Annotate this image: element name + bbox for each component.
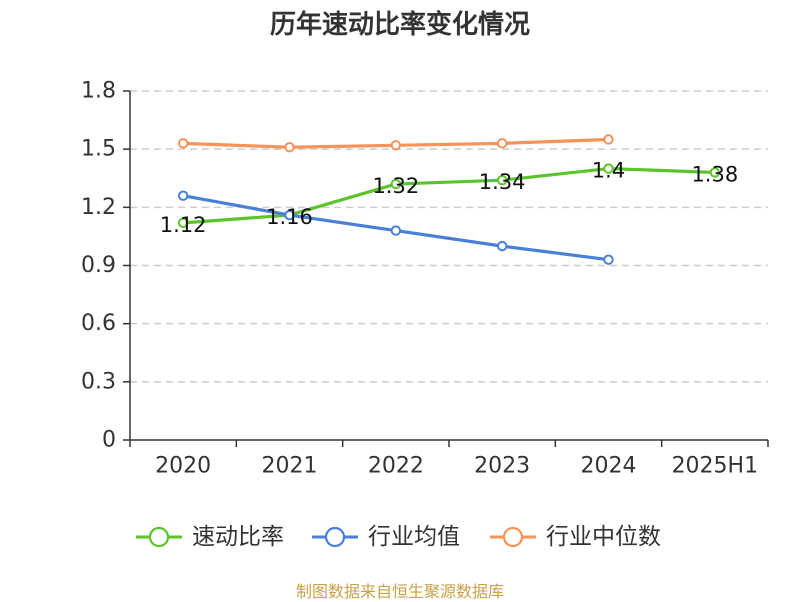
- legend-item-2[interactable]: 行业中位数: [490, 524, 661, 550]
- y-tick-labels: 0 0.3 0.6 0.9 1.2 1.5 1.8: [81, 79, 116, 453]
- y-tick-label: 0: [102, 428, 116, 453]
- data-point: [496, 240, 508, 252]
- data-label: 1.12: [160, 213, 207, 237]
- data-point: [284, 209, 295, 221]
- legend[interactable]: 速动比率 行业均值 行业中位数: [136, 524, 661, 550]
- legend-marker: [502, 526, 524, 548]
- data-point: [709, 167, 721, 178]
- x-tick-labels: 2020 2021 2022 2023 2024 2025H1: [155, 454, 758, 479]
- data-label: 1.16: [266, 205, 313, 229]
- y-tick-label: 1.5: [81, 137, 116, 162]
- x-tick-label: 2020: [155, 454, 211, 479]
- axes: [123, 90, 769, 447]
- series-line: [183, 166, 715, 225]
- x-tick-label: 2023: [474, 454, 530, 479]
- series-2: [177, 134, 614, 153]
- legend-marker: [324, 526, 346, 548]
- y-tick-label: 1.2: [81, 195, 116, 220]
- legend-label: 行业中位数: [546, 524, 661, 550]
- data-label: 1.34: [479, 170, 526, 194]
- y-tick-label: 1.8: [81, 79, 116, 104]
- data-point: [496, 138, 508, 149]
- data-point: [390, 178, 402, 190]
- data-point: [177, 190, 189, 201]
- x-tick-label: 2022: [368, 454, 424, 479]
- data-point: [177, 138, 189, 149]
- data-labels: 1.12 1.16 1.32 1.34 1.4 1.38: [160, 159, 738, 237]
- data-label: 1.38: [691, 162, 738, 186]
- legend-marker: [148, 526, 170, 548]
- data-point: [390, 225, 402, 236]
- y-tick-label: 0.9: [81, 253, 116, 278]
- series-1: [177, 190, 614, 265]
- data-point: [177, 217, 189, 229]
- x-tick-label: 2024: [581, 454, 637, 479]
- data-point: [390, 140, 402, 151]
- data-point: [496, 174, 508, 186]
- series-lines: [177, 134, 721, 265]
- data-label: 1.4: [592, 159, 625, 183]
- data-point: [284, 142, 295, 153]
- data-label: 1.32: [372, 174, 419, 198]
- y-tick-label: 0.6: [81, 311, 116, 336]
- series-0: [177, 163, 721, 229]
- legend-label: 行业均值: [368, 524, 460, 550]
- legend-item-0[interactable]: 速动比率: [136, 524, 284, 550]
- source-watermark: 制图数据来自恒生聚源数据库: [295, 582, 504, 601]
- legend-item-1[interactable]: 行业均值: [312, 524, 460, 550]
- data-point: [603, 134, 614, 145]
- chart-title: 历年速动比率变化情况: [269, 10, 530, 40]
- x-tick-label: 2025H1: [672, 454, 759, 479]
- legend-label: 速动比率: [192, 524, 284, 550]
- x-tick-label: 2021: [262, 454, 318, 479]
- grid-lines: [130, 90, 768, 383]
- data-point: [603, 254, 614, 265]
- data-point: [603, 163, 614, 174]
- y-tick-label: 0.3: [81, 369, 116, 394]
